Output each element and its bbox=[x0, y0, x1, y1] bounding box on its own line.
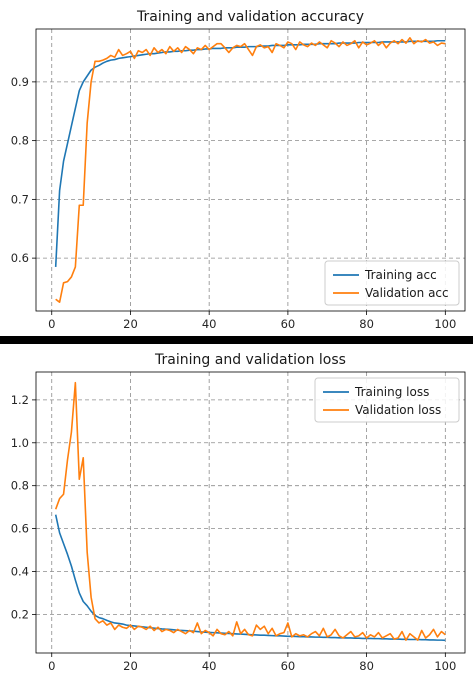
legend-label: Validation acc bbox=[365, 286, 449, 300]
legend-label: Training loss bbox=[354, 385, 429, 399]
x-tick-label: 60 bbox=[281, 317, 296, 331]
x-tick-label: 80 bbox=[359, 317, 374, 331]
y-tick-label: 1.2 bbox=[11, 393, 29, 407]
y-tick-label: 0.8 bbox=[11, 134, 29, 148]
y-tick-label: 0.6 bbox=[11, 251, 29, 265]
x-tick-label: 100 bbox=[434, 317, 456, 331]
loss-chart-panel: Training and validation loss 0 20 40 60 80 100… bbox=[0, 344, 473, 681]
y-tick-label: 0.2 bbox=[11, 607, 29, 621]
y-tick-label: 0.8 bbox=[11, 479, 29, 493]
chart-title: Training and validation loss bbox=[154, 352, 346, 368]
y-tick-label: 0.4 bbox=[11, 564, 29, 578]
y-tick-label: 0.9 bbox=[11, 75, 29, 89]
legend-label: Training acc bbox=[364, 268, 437, 282]
x-tick-label: 20 bbox=[123, 659, 138, 673]
loss-chart: Training and validation loss 0 20 40 60 80 100… bbox=[0, 344, 473, 681]
x-tick-label: 0 bbox=[48, 659, 55, 673]
panel-divider bbox=[0, 336, 473, 344]
x-tick-label: 20 bbox=[123, 317, 138, 331]
x-tick-label: 100 bbox=[434, 659, 456, 673]
accuracy-chart: Training and validation accuracy 0 20 40 60 8… bbox=[0, 0, 473, 336]
legend-label: Validation loss bbox=[355, 403, 441, 417]
accuracy-chart-panel: Training and validation accuracy 0 20 40 60 8… bbox=[0, 0, 473, 336]
y-tick-label: 0.6 bbox=[11, 522, 29, 536]
chart-title: Training and validation accuracy bbox=[136, 9, 364, 25]
y-tick-label: 0.7 bbox=[11, 192, 29, 206]
x-tick-label: 60 bbox=[281, 659, 296, 673]
series-line-training-acc bbox=[56, 41, 446, 267]
y-tick-label: 1.0 bbox=[11, 436, 29, 450]
series-line-training-loss bbox=[56, 515, 446, 641]
x-tick-label: 40 bbox=[202, 659, 217, 673]
x-tick-label: 80 bbox=[359, 659, 374, 673]
x-tick-label: 0 bbox=[48, 317, 55, 331]
x-tick-label: 40 bbox=[202, 317, 217, 331]
